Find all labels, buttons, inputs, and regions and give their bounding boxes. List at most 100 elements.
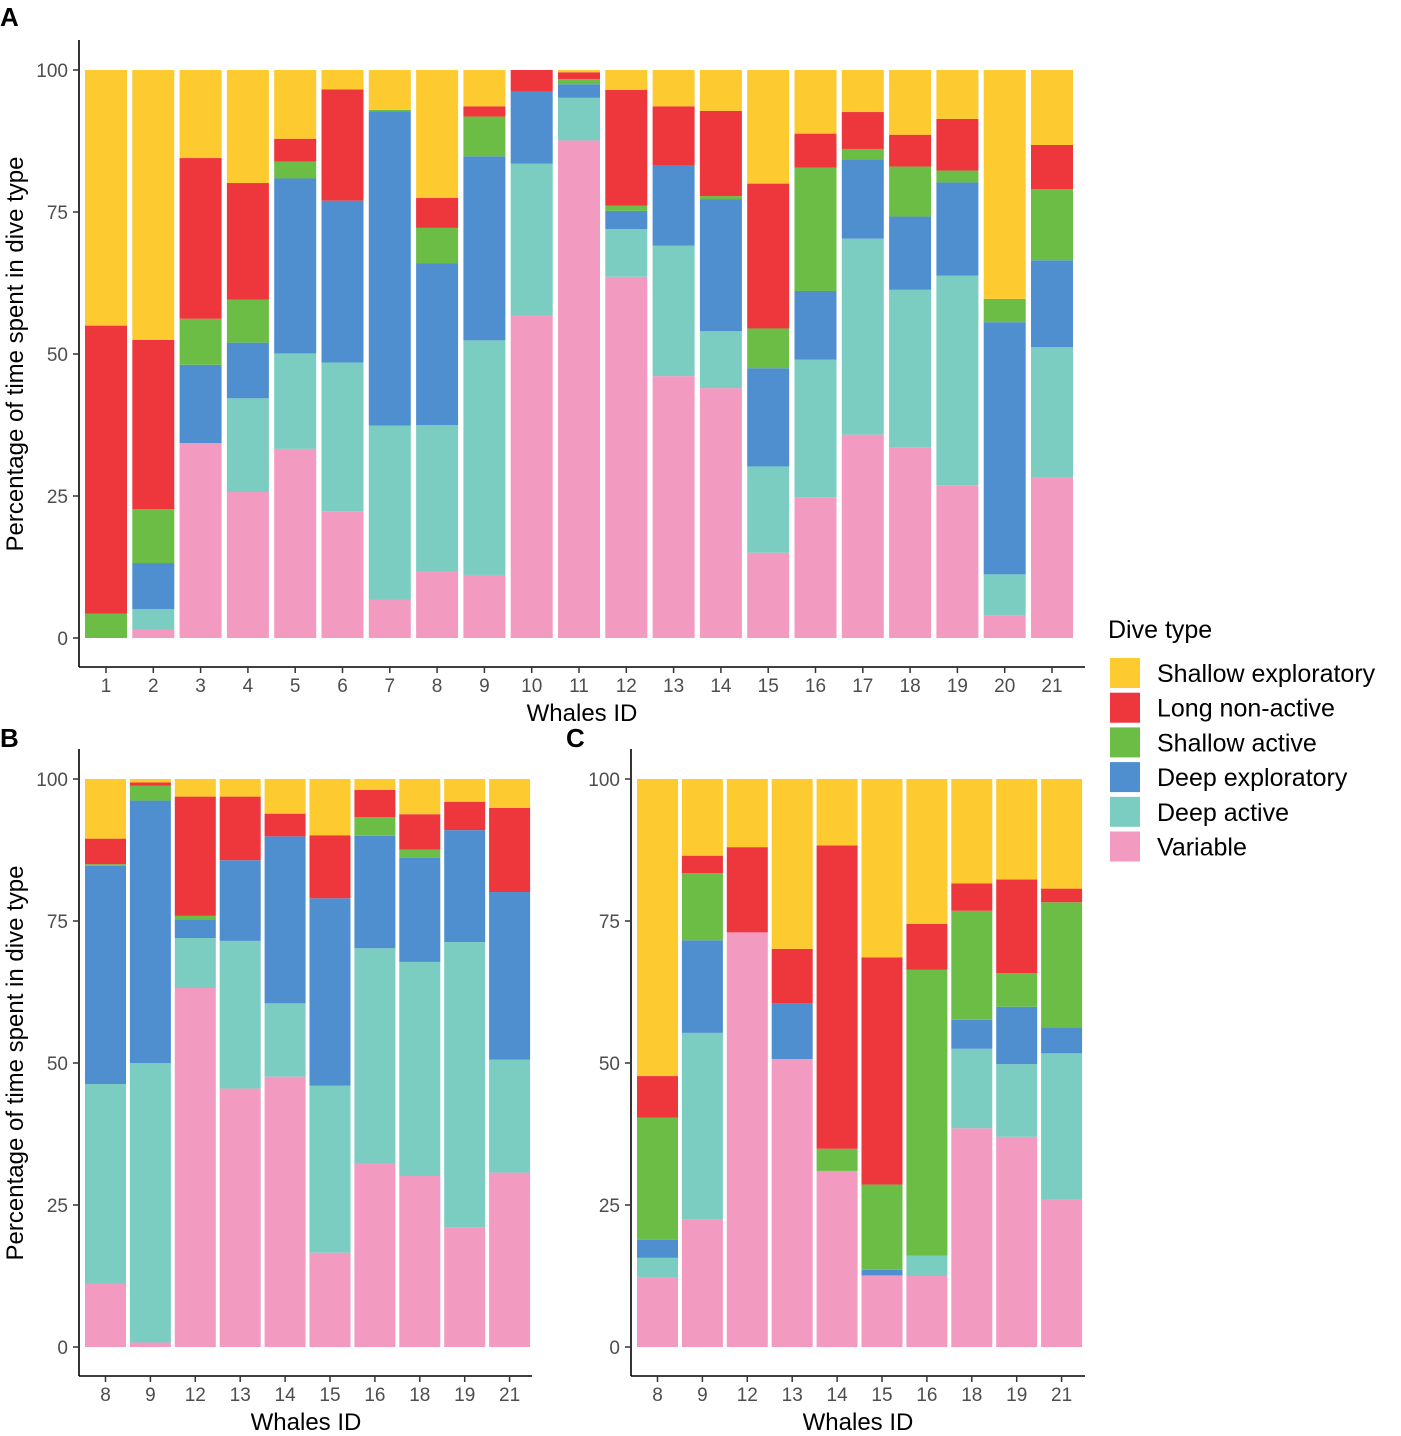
bar-segment-b-whale-16-deep-exploratory — [354, 835, 396, 949]
bar-segment-c-whale-9-variable — [681, 1219, 723, 1347]
bar-segment-a-whale-10-long-non-active — [510, 70, 553, 92]
bar-segment-c-whale-12-shallow-exploratory — [726, 779, 768, 848]
bar-segment-a-whale-5-shallow-active — [274, 161, 317, 179]
x-tick-label-b-16: 16 — [364, 1385, 385, 1406]
bar-segment-c-whale-21-deep-active — [1041, 1053, 1083, 1200]
bar-segment-c-whale-16-variable — [906, 1276, 948, 1347]
legend-items: Shallow exploratory Long non-active Shallo… — [1110, 658, 1376, 862]
bar-segment-b-whale-14-long-non-active — [264, 813, 306, 837]
bar-segment-a-whale-3-shallow-exploratory — [179, 70, 222, 159]
bar-segment-c-whale-18-long-non-active — [951, 883, 993, 911]
y-tick-label-b-75: 75 — [47, 912, 68, 933]
legend-swatch-shallow-exploratory — [1110, 658, 1140, 688]
legend-label-deep-active: Deep active — [1157, 799, 1289, 827]
y-tick-label-a-0: 0 — [57, 629, 68, 650]
panel-a-x-title: Whales ID — [527, 700, 638, 727]
bar-segment-a-whale-2-shallow-active — [132, 509, 175, 564]
x-tick-label-a-2: 2 — [148, 676, 159, 697]
panel-c-x-ticks: 8 9 12 13 14 15 16 18 19 21 — [652, 1376, 1072, 1406]
bar-segment-a-whale-7-deep-exploratory — [368, 111, 411, 426]
panel-a-x-ticks: 1 2 3 4 5 6 7 8 9 10 11 12 13 14 15 16 17 18 19 20 21 — [101, 667, 1063, 697]
x-tick-label-a-16: 16 — [805, 676, 826, 697]
panel-letter-b: B — [0, 723, 19, 753]
bar-segment-a-whale-11-variable — [558, 140, 600, 638]
x-tick-label-b-13: 13 — [230, 1385, 251, 1406]
legend-swatch-variable — [1110, 831, 1140, 862]
bar-segment-a-whale-2-variable — [132, 629, 175, 638]
bar-segment-a-whale-3-shallow-active — [179, 318, 222, 365]
panel-c-bars — [637, 779, 1083, 1347]
bar-segment-a-whale-5-variable — [274, 448, 317, 638]
bar-segment-a-whale-21-deep-exploratory — [1031, 260, 1073, 348]
bar-segment-c-whale-21-shallow-exploratory — [1041, 779, 1083, 889]
bar-segment-a-whale-15-long-non-active — [747, 183, 790, 329]
bar-segment-a-whale-18-variable — [889, 447, 932, 638]
x-tick-label-a-7: 7 — [385, 676, 396, 697]
y-tick-label-b-0: 0 — [57, 1338, 68, 1359]
x-tick-label-a-5: 5 — [290, 676, 301, 697]
bar-segment-a-whale-8-deep-exploratory — [416, 263, 459, 425]
legend-swatch-shallow-active — [1110, 727, 1140, 758]
bar-segment-b-whale-19-deep-exploratory — [444, 830, 486, 943]
bar-segment-c-whale-19-shallow-active — [996, 973, 1038, 1007]
bar-segment-b-whale-15-variable — [309, 1252, 351, 1347]
bar-segment-a-whale-16-shallow-exploratory — [794, 70, 837, 134]
panel-c-chart: 0 25 50 75 100 8 9 12 13 14 15 16 18 19 21 Whales ID — [588, 749, 1085, 1436]
bar-segment-c-whale-16-long-non-active — [906, 923, 948, 970]
bar-segment-b-whale-16-variable — [354, 1163, 396, 1347]
x-tick-label-a-11: 11 — [569, 676, 589, 697]
x-tick-label-c-8: 8 — [652, 1385, 663, 1406]
bar-segment-c-whale-8-deep-exploratory — [637, 1239, 678, 1258]
bar-segment-a-whale-11-shallow-exploratory — [558, 70, 600, 73]
bar-segment-c-whale-18-variable — [951, 1128, 993, 1347]
y-tick-label-b-100: 100 — [36, 770, 68, 791]
bar-segment-b-whale-8-deep-active — [85, 1084, 126, 1284]
y-tick-label-c-75: 75 — [599, 912, 620, 933]
bar-segment-a-whale-12-variable — [605, 276, 648, 638]
bar-segment-a-whale-7-shallow-active — [368, 109, 411, 112]
bar-segment-a-whale-16-shallow-active — [794, 167, 837, 291]
bar-segment-a-whale-6-shallow-exploratory — [321, 70, 364, 90]
bar-segment-c-whale-9-deep-exploratory — [681, 940, 723, 1033]
bar-segment-b-whale-13-variable — [219, 1088, 261, 1347]
bar-segment-b-whale-12-variable — [174, 988, 216, 1347]
panel-a-bars — [85, 70, 1073, 638]
bar-segment-b-whale-13-deep-active — [219, 940, 261, 1089]
bar-segment-b-whale-14-deep-active — [264, 1003, 306, 1077]
bar-segment-b-whale-21-long-non-active — [489, 807, 531, 893]
bar-segment-a-whale-21-deep-active — [1031, 347, 1073, 478]
x-tick-label-c-9: 9 — [697, 1385, 708, 1406]
y-tick-label-c-50: 50 — [599, 1054, 620, 1075]
panel-b-x-title: Whales ID — [251, 1409, 362, 1436]
bar-segment-a-whale-15-shallow-active — [747, 328, 790, 369]
bar-segment-b-whale-19-long-non-active — [444, 801, 486, 831]
bar-segment-b-whale-18-deep-exploratory — [399, 857, 441, 962]
bar-segment-b-whale-14-shallow-exploratory — [264, 779, 306, 814]
panel-c-y-ticks: 0 25 50 75 100 — [588, 770, 631, 1359]
legend-label-variable: Variable — [1157, 834, 1247, 862]
x-tick-label-b-18: 18 — [409, 1385, 430, 1406]
bar-segment-c-whale-15-deep-exploratory — [861, 1269, 903, 1276]
bar-segment-c-whale-21-shallow-active — [1041, 902, 1083, 1028]
x-tick-label-a-15: 15 — [758, 676, 779, 697]
legend-label-long-non-active: Long non-active — [1157, 695, 1335, 723]
bar-segment-a-whale-21-shallow-exploratory — [1031, 70, 1073, 145]
bar-segment-b-whale-8-shallow-exploratory — [85, 779, 126, 839]
bar-segment-a-whale-8-deep-active — [416, 425, 459, 572]
bar-segment-b-whale-15-shallow-exploratory — [309, 779, 351, 836]
y-tick-label-a-100: 100 — [36, 61, 68, 82]
bar-segment-a-whale-18-long-non-active — [889, 134, 932, 167]
bar-segment-a-whale-2-shallow-exploratory — [132, 70, 175, 340]
bar-segment-a-whale-19-shallow-active — [936, 170, 979, 183]
bar-segment-a-whale-5-shallow-exploratory — [274, 70, 317, 139]
panel-b-y-ticks: 0 25 50 75 100 — [36, 770, 79, 1359]
bar-segment-a-whale-1-long-non-active — [85, 325, 127, 614]
panel-letter-c: C — [566, 723, 585, 753]
y-tick-label-c-100: 100 — [588, 770, 620, 791]
x-tick-label-c-19: 19 — [1006, 1385, 1027, 1406]
bar-segment-a-whale-9-shallow-active — [463, 116, 506, 157]
bar-segment-a-whale-20-deep-exploratory — [983, 322, 1026, 575]
bar-segment-c-whale-15-shallow-exploratory — [861, 779, 903, 958]
bar-segment-c-whale-21-long-non-active — [1041, 888, 1083, 903]
